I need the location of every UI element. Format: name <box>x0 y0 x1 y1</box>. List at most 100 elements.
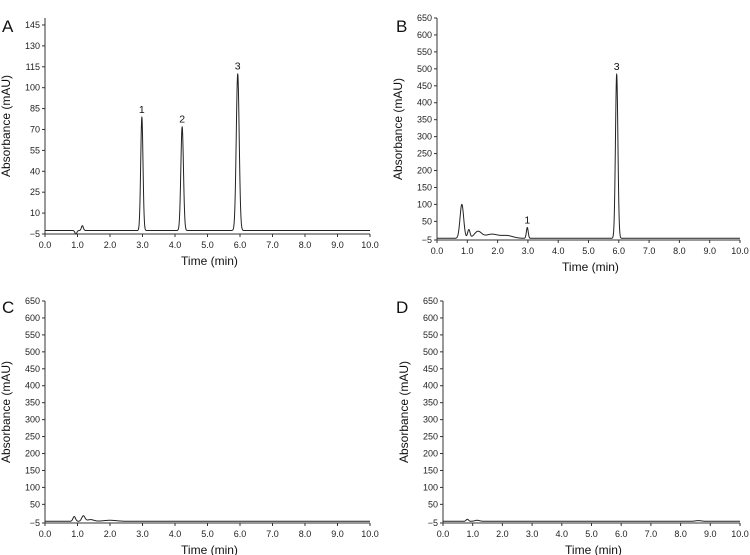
y-tick-label: 150 <box>25 465 40 475</box>
x-axis-title: Time (min) <box>562 260 619 274</box>
x-tick-label: 0.0 <box>431 246 444 256</box>
y-tick-label: 250 <box>423 432 438 442</box>
peak-label: 3 <box>235 61 241 73</box>
y-tick-label: 450 <box>423 364 438 374</box>
x-tick-label: 8.0 <box>299 240 312 250</box>
x-tick-label: 9.0 <box>703 246 716 256</box>
y-axis-title: Absorbance (mAU) <box>0 75 13 177</box>
y-tick-label: 300 <box>423 415 438 425</box>
x-tick-label: 6.0 <box>234 529 247 539</box>
y-tick-label: 450 <box>417 81 432 91</box>
x-tick-label: 1.0 <box>466 529 479 539</box>
y-tick-label: 150 <box>417 182 432 192</box>
y-tick-label: 50 <box>422 216 432 226</box>
x-tick-label: 9.0 <box>331 529 344 539</box>
y-tick-label: 550 <box>25 330 40 340</box>
x-tick-label: 8.0 <box>673 246 686 256</box>
panel-letter: D <box>396 298 408 317</box>
panel-a: A −5 10 25 40 55 70 85 100 115 130 145 0.0 1.0 2.0 3.0 4… <box>0 17 379 268</box>
x-tick-label: 8.0 <box>674 529 687 539</box>
x-tick-label: 1.0 <box>71 529 84 539</box>
peak-label: 3 <box>614 61 620 73</box>
y-tick-label: 25 <box>30 187 40 197</box>
peak-label: 2 <box>179 114 185 126</box>
panel-d: D −5 50 100 150 200 250 300 350 400 450 500 550 600 65… <box>396 296 749 555</box>
x-tick-label: 6.0 <box>234 240 247 250</box>
x-tick-label: 7.0 <box>266 240 279 250</box>
chromatogram-trace <box>44 73 371 235</box>
y-tick-label: 200 <box>423 449 438 459</box>
x-tick-label: 3.0 <box>136 529 149 539</box>
y-tick-label: 350 <box>25 398 40 408</box>
panel-letter: C <box>2 298 14 317</box>
x-tick-label: 10.0 <box>731 529 749 539</box>
y-tick-label: 100 <box>25 83 40 93</box>
x-tick-label: 3.0 <box>136 240 149 250</box>
y-tick-label: 600 <box>423 313 438 323</box>
y-tick-label: 250 <box>417 149 432 159</box>
y-tick-label: 200 <box>417 166 432 176</box>
y-tick-label: 50 <box>30 499 40 509</box>
y-tick-label: 650 <box>423 296 438 306</box>
y-axis-title: Absorbance (mAU) <box>0 361 13 463</box>
x-tick-label: 2.0 <box>491 246 504 256</box>
x-tick-label: 0.0 <box>437 529 450 539</box>
x-tick-label: 6.0 <box>613 246 626 256</box>
y-tick-label: 400 <box>25 381 40 391</box>
x-tick-label: 1.0 <box>461 246 474 256</box>
y-tick-label: 115 <box>26 62 40 72</box>
y-tick-label: 500 <box>423 347 438 357</box>
y-tick-label: −5 <box>422 235 432 245</box>
x-tick-label: 7.0 <box>643 246 656 256</box>
y-tick-label: 400 <box>417 98 432 108</box>
x-tick-label: 2.0 <box>104 529 117 539</box>
x-tick-label: 4.0 <box>169 529 182 539</box>
chromatogram-trace <box>436 73 741 239</box>
x-tick-label: 5.0 <box>582 246 595 256</box>
x-tick-label: 3.0 <box>526 529 539 539</box>
x-tick-label: 0.0 <box>39 529 52 539</box>
y-tick-label: 100 <box>423 482 438 492</box>
y-axis-title: Absorbance (mAU) <box>397 361 411 463</box>
x-tick-label: 9.0 <box>704 529 717 539</box>
y-tick-label: 500 <box>25 347 40 357</box>
panel-c: C −5 50 100 150 200 250 300 350 400 450 500 550 600 65… <box>0 296 379 555</box>
x-tick-label: 1.0 <box>71 240 84 250</box>
chromatogram-trace <box>44 515 371 522</box>
y-tick-label: 70 <box>30 124 40 134</box>
y-tick-label: 100 <box>25 482 40 492</box>
x-tick-label: 7.0 <box>266 529 279 539</box>
panel-b: B −5 50 100 150 200 250 300 350 400 450 500 550 600 65… <box>391 13 749 274</box>
y-tick-label: 300 <box>25 415 40 425</box>
x-tick-label: 0.0 <box>39 240 52 250</box>
y-tick-label: 150 <box>423 465 438 475</box>
x-tick-label: 9.0 <box>331 240 344 250</box>
x-tick-label: 3.0 <box>522 246 535 256</box>
y-axis-title: Absorbance (mAU) <box>391 78 405 180</box>
y-tick-label: 400 <box>423 381 438 391</box>
x-tick-label: 5.0 <box>201 529 214 539</box>
x-tick-label: 4.0 <box>556 529 569 539</box>
y-tick-label: 200 <box>25 449 40 459</box>
peak-label: 1 <box>139 104 145 116</box>
y-tick-label: 650 <box>25 296 40 306</box>
x-tick-label: 10.0 <box>731 246 749 256</box>
x-tick-label: 5.0 <box>201 240 214 250</box>
y-tick-label: 85 <box>30 104 40 114</box>
x-tick-label: 2.0 <box>496 529 509 539</box>
y-tick-label: −5 <box>428 518 438 528</box>
x-tick-label: 4.0 <box>552 246 565 256</box>
panel-letter: A <box>2 17 14 36</box>
x-tick-label: 2.0 <box>104 240 117 250</box>
y-tick-label: 145 <box>25 20 40 30</box>
y-tick-label: 130 <box>25 41 40 51</box>
x-tick-label: 5.0 <box>585 529 598 539</box>
y-tick-label: 40 <box>30 166 40 176</box>
y-tick-label: 450 <box>25 364 40 374</box>
y-tick-label: 50 <box>428 499 438 509</box>
y-tick-label: 600 <box>25 313 40 323</box>
x-axis-title: Time (min) <box>565 543 622 555</box>
y-tick-label: 500 <box>417 64 432 74</box>
y-tick-label: 10 <box>30 208 40 218</box>
